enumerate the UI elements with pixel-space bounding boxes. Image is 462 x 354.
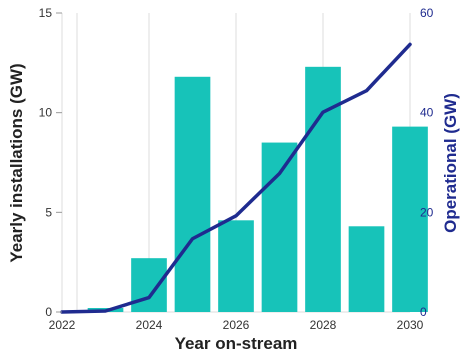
y-left-tick-label: 10 bbox=[39, 106, 53, 120]
bar-2026 bbox=[218, 220, 254, 312]
bar-2030 bbox=[392, 126, 428, 313]
x-tick-label: 2030 bbox=[397, 318, 424, 332]
ticks-layer: 0 5 10 15 0 20 40 60 2022 2024 2026 2028 2030 bbox=[39, 6, 434, 332]
x-tick-label: 2022 bbox=[49, 318, 76, 332]
bar-2028 bbox=[305, 66, 341, 312]
y-left-tick-label: 0 bbox=[45, 305, 52, 319]
bar-2025 bbox=[174, 76, 211, 312]
x-tick-label: 2028 bbox=[310, 318, 337, 332]
x-tick-label: 2026 bbox=[223, 318, 250, 332]
x-axis-title: Year on-stream bbox=[175, 334, 298, 353]
y-left-tick-label: 15 bbox=[39, 6, 53, 20]
y-axis-right-title: Operational (GW) bbox=[441, 93, 460, 233]
bar-2027 bbox=[261, 142, 298, 312]
y-right-tick-label: 40 bbox=[420, 106, 434, 120]
y-right-tick-label: 60 bbox=[420, 6, 434, 20]
y-right-tick-label: 0 bbox=[420, 305, 427, 319]
y-right-tick-label: 20 bbox=[420, 205, 434, 219]
x-tick-label: 2024 bbox=[136, 318, 163, 332]
bars-layer bbox=[87, 66, 428, 313]
operational-line bbox=[60, 42, 412, 314]
bar-2024 bbox=[131, 258, 167, 312]
line-layer bbox=[60, 42, 412, 314]
y-left-tick-label: 5 bbox=[45, 205, 52, 219]
y-axis-left-title: Yearly installations (GW) bbox=[7, 63, 26, 262]
bar-2029 bbox=[348, 226, 385, 312]
